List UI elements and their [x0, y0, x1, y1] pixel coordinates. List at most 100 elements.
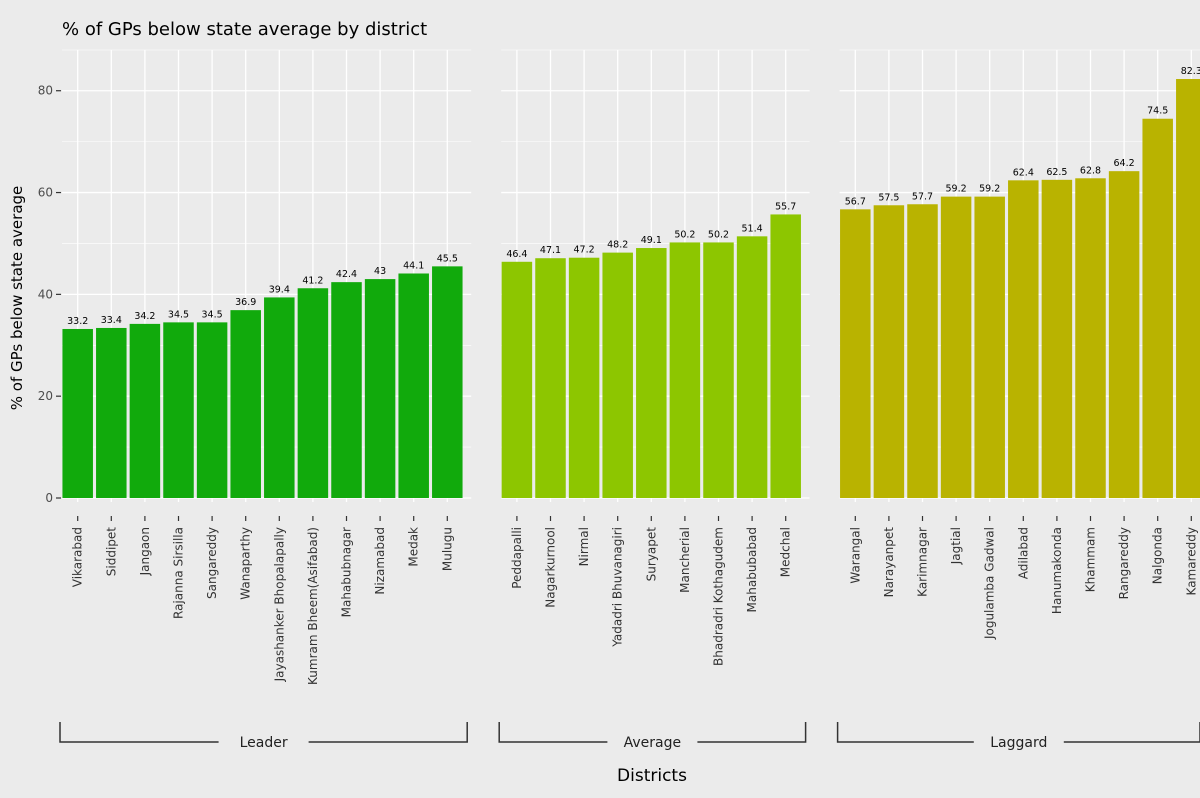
- x-tick-label: Khammam: [1084, 527, 1098, 592]
- x-tick-label: Kumram Bheem(Asifabad): [306, 527, 320, 685]
- x-tick-label: Mahabubnagar: [340, 527, 354, 617]
- chart-title: % of GPs below state average by district: [62, 19, 427, 40]
- bar: [1108, 171, 1140, 498]
- bar: [331, 282, 362, 498]
- group-brackets: Leader Average Laggard: [59, 722, 1200, 751]
- x-axis: Vikarabad Siddipet Jangaon Rajanna Sirsilla…: [71, 516, 1198, 685]
- bar: [907, 204, 938, 498]
- bar-value-label: 33.2: [67, 316, 88, 327]
- bar-value-label: 57.5: [878, 192, 899, 203]
- x-tick-label: Narayanpet: [882, 527, 896, 598]
- bar: [96, 327, 127, 498]
- x-tick-label: Rajanna Sirsilla: [172, 527, 186, 619]
- bar: [1075, 178, 1106, 499]
- bar-value-label: 59.2: [979, 184, 1000, 195]
- x-tick-label: Suryapet: [644, 527, 658, 582]
- bar: [398, 273, 429, 498]
- x-tick-label: Vikarabad: [71, 527, 85, 587]
- bar-value-label: 36.9: [235, 297, 256, 308]
- x-tick-label: Wanaparthy: [239, 527, 253, 600]
- bar: [501, 261, 533, 498]
- bar-value-label: 50.2: [708, 229, 729, 240]
- x-tick-label: Jagtial: [949, 527, 963, 565]
- bar-value-label: 56.7: [845, 196, 866, 207]
- x-tick-label: Mahabubabad: [745, 527, 759, 612]
- bar: [873, 205, 905, 499]
- x-tick-label: Nizamabad: [373, 527, 387, 595]
- bar: [364, 279, 396, 498]
- x-tick-label: Hanumakonda: [1050, 527, 1064, 614]
- x-tick-label: Nirmal: [577, 527, 591, 566]
- bar: [264, 297, 295, 498]
- bar-value-label: 62.8: [1080, 165, 1101, 176]
- bar: [703, 242, 734, 498]
- bar-value-label: 33.4: [101, 315, 122, 326]
- bar: [602, 252, 633, 498]
- bar-value-label: 34.2: [134, 311, 155, 322]
- bar: [1176, 79, 1200, 498]
- bar: [129, 323, 161, 498]
- bar: [568, 257, 600, 498]
- bar: [230, 310, 261, 498]
- bar-value-label: 51.4: [742, 223, 763, 234]
- bar-value-label: 74.5: [1147, 106, 1168, 117]
- x-tick-label: Siddipet: [104, 527, 118, 577]
- group-bracket-left: [836, 722, 974, 743]
- x-tick-label: Mancherial: [678, 527, 692, 593]
- x-tick-label: Jangaon: [138, 527, 152, 576]
- x-tick-label: Yadadri Bhuvanagiri: [611, 527, 625, 648]
- bar: [196, 322, 228, 498]
- y-tick-label: 0: [45, 491, 53, 505]
- bar: [840, 209, 871, 498]
- bar: [297, 288, 329, 498]
- y-tick-label: 20: [38, 389, 53, 403]
- x-tick-label: Bhadradri Kothagudem: [712, 527, 726, 666]
- bar: [1041, 179, 1073, 498]
- bar-value-label: 41.2: [302, 275, 323, 286]
- bar-value-label: 45.5: [437, 253, 458, 264]
- x-tick-label: Peddapalli: [510, 527, 524, 589]
- x-tick-label: Sangareddy: [205, 527, 219, 599]
- bar: [669, 242, 701, 498]
- x-tick-label: Jayashanker Bhopalapally: [272, 527, 286, 682]
- bar: [1142, 118, 1173, 499]
- x-tick-label: Rangareddy: [1117, 527, 1131, 599]
- bar: [940, 196, 972, 499]
- bar-value-label: 43: [374, 266, 386, 277]
- bar-value-label: 44.1: [403, 260, 424, 271]
- bar: [770, 214, 801, 498]
- group-label: Laggard: [990, 735, 1047, 751]
- bar: [736, 236, 768, 498]
- group-label: Leader: [240, 735, 288, 751]
- bar-value-label: 47.2: [574, 245, 595, 256]
- bar-value-label: 34.5: [202, 309, 223, 320]
- bar-value-label: 62.4: [1013, 167, 1034, 178]
- y-tick-label: 40: [38, 287, 53, 301]
- x-tick-label: Adilabad: [1016, 527, 1030, 579]
- x-tick-label: Warangal: [848, 527, 862, 584]
- bar-value-label: 46.4: [506, 249, 527, 260]
- y-axis-title: % of GPs below state average: [8, 186, 26, 411]
- bar: [62, 328, 93, 498]
- group-bracket-left: [498, 722, 608, 743]
- x-tick-label: Nagarkurnool: [544, 527, 558, 608]
- bar-value-label: 47.1: [540, 245, 561, 256]
- bar-value-label: 55.7: [775, 201, 796, 212]
- bar-value-label: 48.2: [607, 240, 628, 251]
- bar-value-label: 62.5: [1046, 167, 1067, 178]
- bar-value-label: 59.2: [946, 184, 967, 195]
- bar: [535, 258, 566, 498]
- bar-value-label: 82.3: [1181, 66, 1200, 77]
- group-label: Average: [624, 735, 682, 751]
- bar: [163, 322, 194, 498]
- x-tick-label: Medchal: [779, 527, 793, 577]
- x-tick-label: Medak: [407, 527, 421, 567]
- group-bracket-right: [697, 722, 807, 743]
- x-tick-label: Jogulamba Gadwal: [983, 527, 997, 640]
- x-tick-label: Kamareddy: [1184, 527, 1198, 595]
- bar-value-label: 57.7: [912, 191, 933, 202]
- group-bracket-right: [308, 722, 468, 743]
- group-bracket-right: [1063, 722, 1200, 743]
